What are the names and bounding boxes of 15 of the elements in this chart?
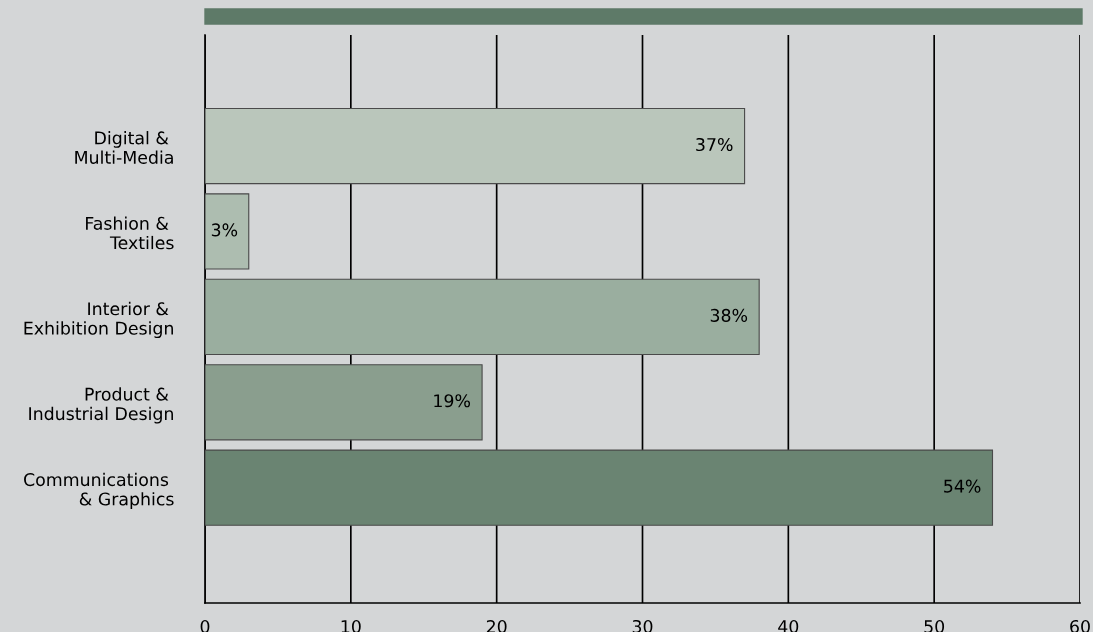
data-label: 37%: [696, 137, 733, 152]
bar: [205, 107, 746, 185]
data-label: 54%: [944, 479, 981, 493]
data-label: 3%: [211, 223, 238, 237]
y-tick-label: Digital & Multi-Media: [75, 131, 173, 164]
y-tick-label: Product & Industrial Design: [29, 387, 173, 424]
y-tick-label: Fashion & Textiles: [86, 216, 174, 250]
y-tick-label: Communications & Graphics: [24, 472, 174, 509]
bar: [205, 364, 483, 441]
bar: [205, 278, 760, 356]
data-label: 19%: [434, 394, 471, 408]
bar: [205, 193, 250, 270]
y-tick-label: Interior & Exhibition Design: [24, 301, 173, 339]
data-label: 38%: [710, 308, 748, 322]
bar: [205, 449, 994, 526]
